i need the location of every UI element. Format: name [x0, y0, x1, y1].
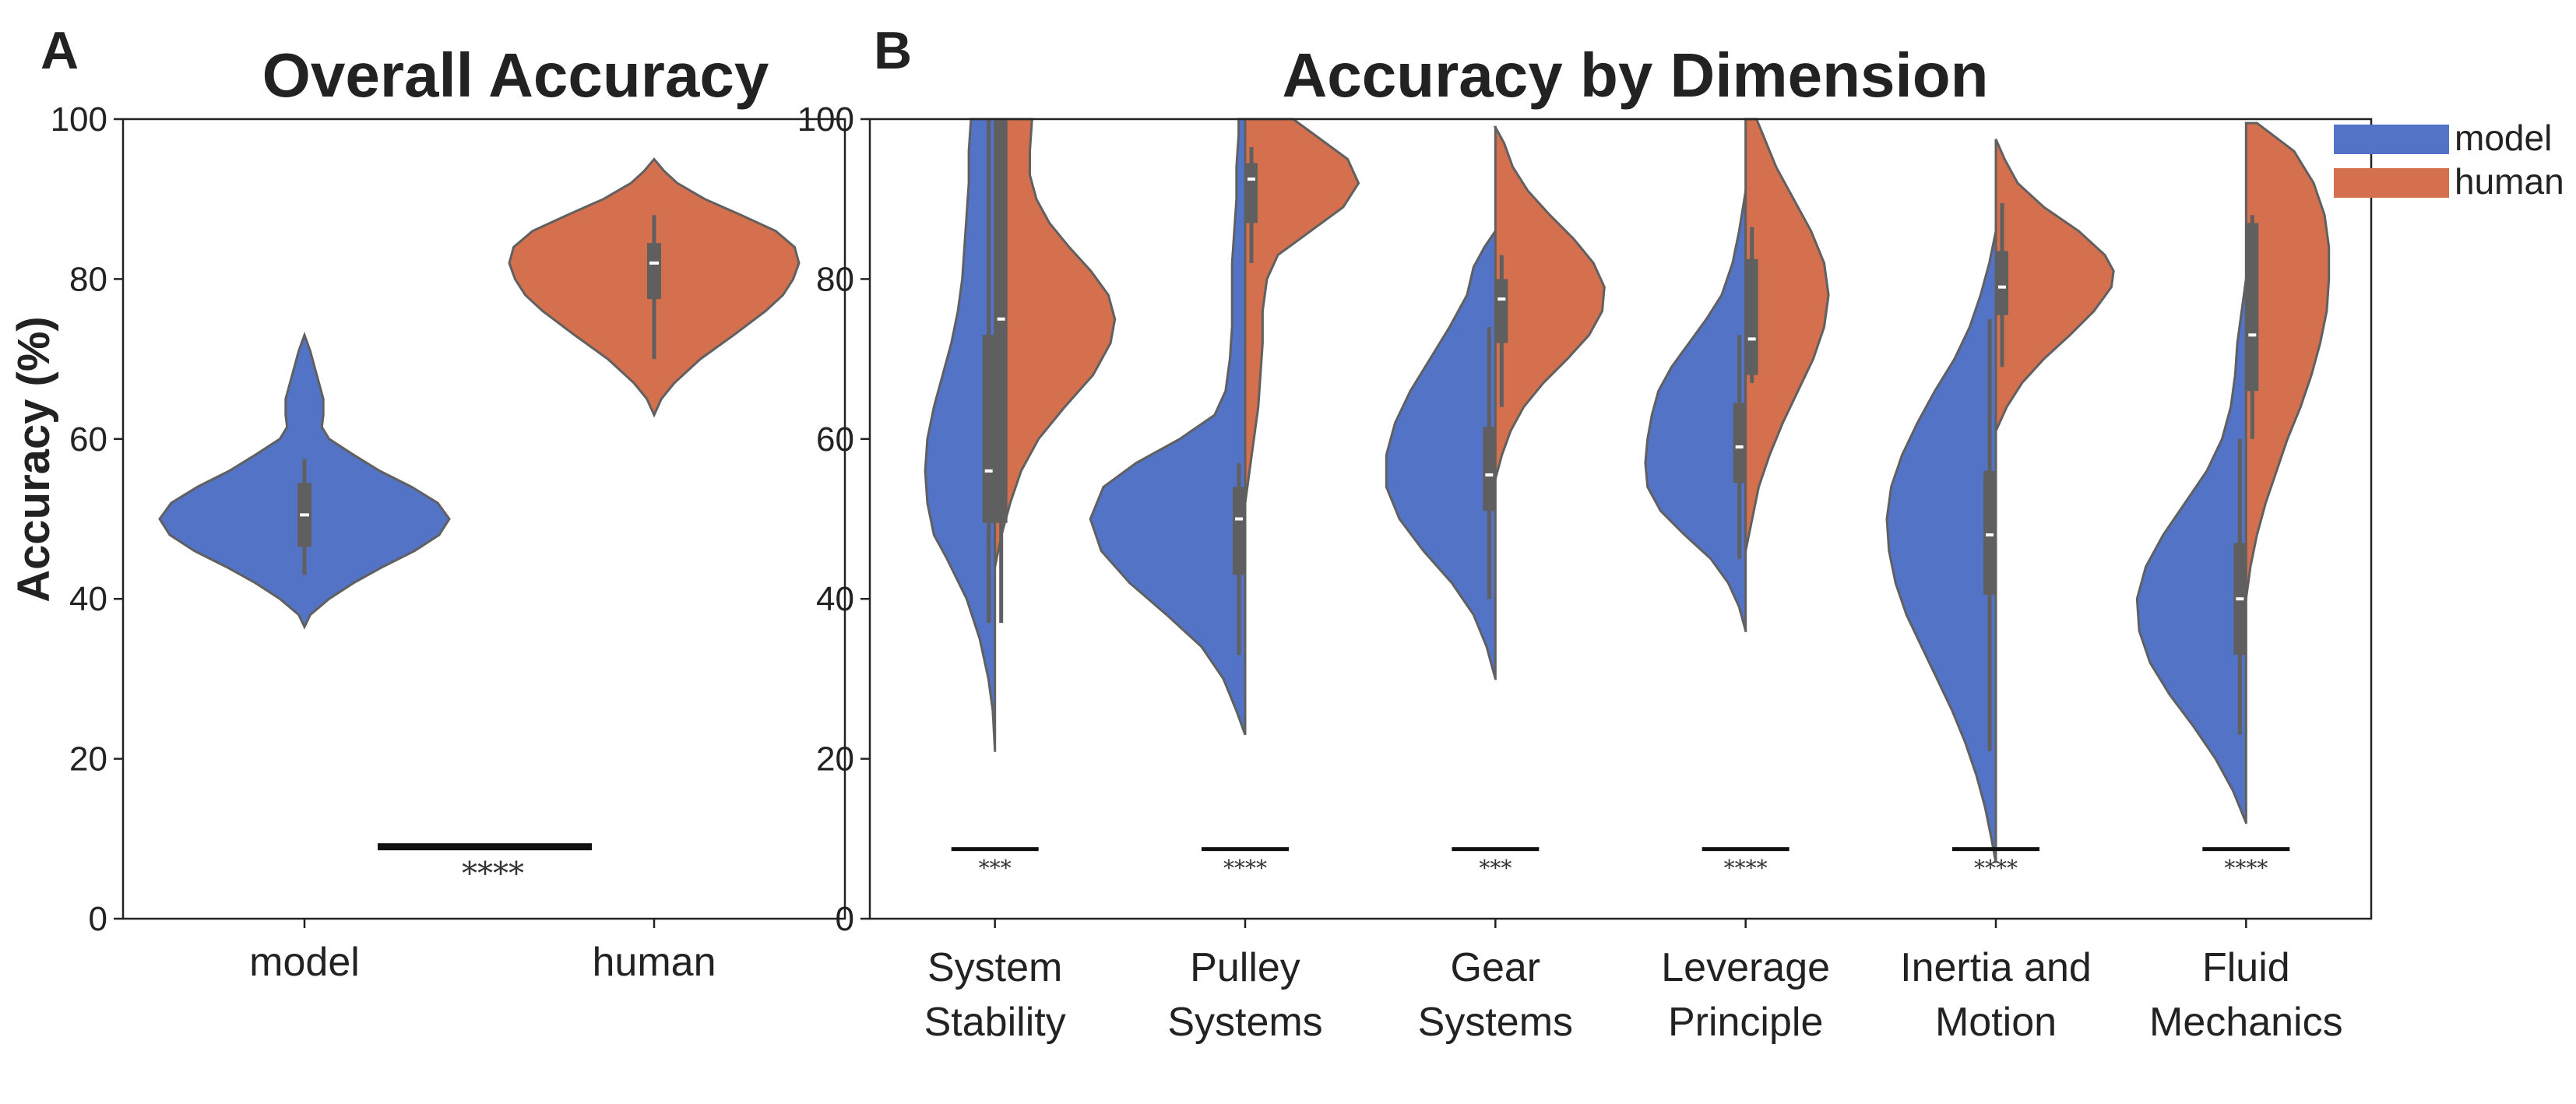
significance-label-6: ****: [2224, 856, 2268, 881]
violin-human-6: [2244, 121, 2331, 600]
legend-swatch-human: [2334, 168, 2449, 198]
panel-a-plot: **** 0 20 40 60 80 100 model human: [51, 100, 846, 985]
violin-model-6: [2135, 277, 2247, 824]
violin-human-4: [1744, 118, 1830, 553]
violin-human-1: [994, 118, 1117, 568]
panel-a-frame: [121, 118, 846, 920]
human-5-box: [1996, 251, 2008, 315]
panel-a-x-ticks: model human: [249, 919, 716, 985]
significance-label-4: ****: [1724, 856, 1768, 881]
panel-b-frame: [868, 118, 2373, 920]
violin-model-5: [1885, 230, 1997, 863]
x-tick-label-4-line-2: Principle: [1668, 1000, 1823, 1045]
x-tick-label-5-line-1: Inertia and: [1900, 945, 2092, 990]
legend-label-human: human: [2455, 161, 2564, 202]
panel-letter-b: B: [874, 21, 912, 80]
x-tick-label-1-line-1: System: [927, 945, 1062, 990]
model-4-box: [1733, 403, 1746, 483]
x-tick-label-3-line-2: Systems: [1418, 1000, 1573, 1045]
violin-human-2: [1244, 118, 1360, 504]
legend: model human: [2334, 118, 2564, 202]
panel-a-boxes: [297, 215, 661, 575]
legend-swatch-model: [2334, 125, 2449, 154]
x-tick-label-4-line-1: Leverage: [1661, 945, 1830, 990]
panel-b-x-ticks: System Stability Pulley Systems Gear Systems L…: [924, 919, 2343, 1045]
y-axis-label: Accuracy (%): [9, 316, 59, 602]
y-tick-label: 60: [69, 420, 107, 459]
y-tick-label: 60: [816, 420, 854, 459]
human-2-box: [1245, 163, 1258, 223]
significance-label-1: ***: [979, 856, 1012, 881]
violin-human-5: [1994, 139, 2115, 432]
model-5-box: [1983, 470, 1996, 596]
legend-label-model: model: [2455, 118, 2552, 158]
panel-a-significance: ****: [378, 843, 592, 892]
model-1-box: [982, 335, 995, 523]
significance-label: ****: [462, 856, 524, 892]
human-3-box: [1495, 279, 1508, 343]
y-tick-label: 100: [797, 100, 854, 139]
human-4-box: [1745, 258, 1758, 375]
model-3-box: [1483, 427, 1496, 512]
x-tick-label-model: model: [249, 940, 360, 985]
violin-model-4: [1644, 189, 1747, 632]
violin-model-2: [1089, 118, 1247, 736]
panel-b-boxes: [982, 119, 2259, 751]
x-tick-label-5-line-2: Motion: [1935, 1000, 2057, 1045]
violin-human-3: [1493, 125, 1606, 480]
x-tick-label-1-line-2: Stability: [924, 1000, 1066, 1045]
y-tick-label: 40: [816, 580, 854, 618]
chart-b-title: Accuracy by Dimension: [1283, 40, 1989, 110]
x-tick-label-6-line-1: Fluid: [2202, 945, 2290, 990]
panel-a-y-ticks: 0 20 40 60 80 100: [51, 100, 123, 938]
x-tick-label-6-line-2: Mechanics: [2149, 1000, 2343, 1045]
y-tick-label: 80: [816, 260, 854, 298]
x-tick-label-3-line-1: Gear: [1451, 945, 1541, 990]
human-6-box: [2246, 223, 2259, 392]
significance-label-5: ****: [1974, 856, 2018, 881]
y-tick-label: 20: [816, 740, 854, 779]
y-tick-label: 80: [69, 260, 107, 298]
violin-model-3: [1385, 230, 1497, 680]
x-tick-label-2-line-1: Pulley: [1190, 945, 1300, 990]
human-box: [647, 243, 661, 300]
panel-b-violins: [924, 118, 2331, 863]
significance-label-2: ****: [1223, 856, 1267, 881]
panel-a-violins: [158, 157, 801, 630]
violin-model-1: [924, 118, 997, 752]
significance-label-3: ***: [1479, 856, 1511, 881]
y-tick-label: 0: [836, 900, 854, 938]
panel-b-y-ticks: 0 20 40 60 80 100: [797, 100, 870, 938]
y-tick-label: 0: [89, 900, 107, 938]
x-tick-label-human: human: [593, 940, 716, 985]
model-2-box: [1233, 487, 1245, 575]
panel-b-significance: *** **** *** **** **** ****: [951, 847, 2290, 881]
panel-letter-a: A: [40, 21, 79, 80]
y-tick-label: 20: [69, 740, 107, 779]
y-tick-label: 100: [51, 100, 107, 139]
chart-a-title: Overall Accuracy: [262, 40, 769, 110]
x-tick-label-2-line-2: Systems: [1167, 1000, 1322, 1045]
human-1-box: [994, 119, 1008, 523]
y-tick-label: 40: [69, 580, 107, 618]
